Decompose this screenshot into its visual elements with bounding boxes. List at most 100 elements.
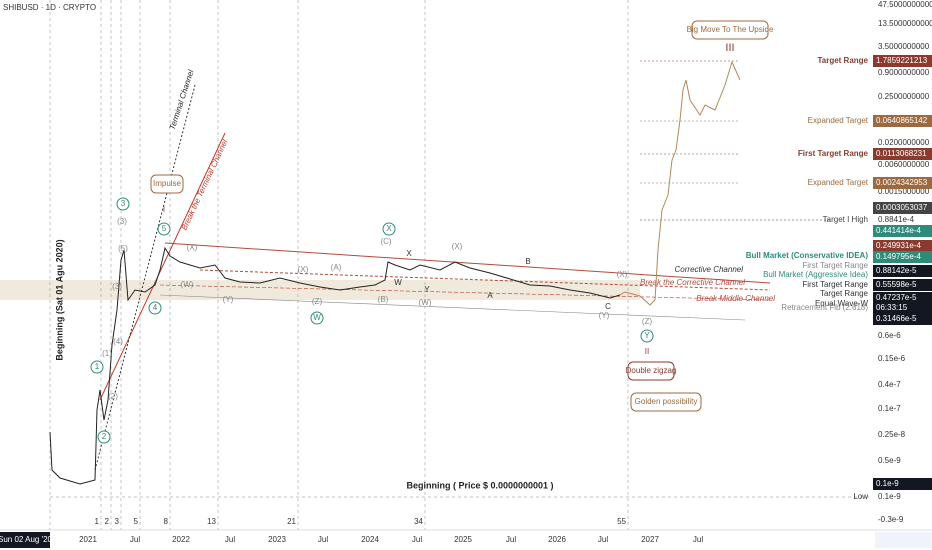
wave-circle-label: 2 <box>102 432 107 441</box>
level-note: Low <box>853 492 868 501</box>
time-label: 2022 <box>172 535 190 544</box>
price-label: 0.6e-6 <box>878 331 901 340</box>
double-zigzag-box <box>627 361 675 381</box>
level-note: Target Range <box>817 56 868 65</box>
golden: Golden possibility <box>635 397 698 406</box>
wave-label: (B) <box>378 295 389 304</box>
fib-count: 21 <box>287 517 296 526</box>
price-badge-label: 0.0113068231 <box>876 149 927 158</box>
golden-box <box>630 392 702 412</box>
wave-label: (Z) <box>642 317 653 326</box>
price-line <box>49 246 621 485</box>
price-badge <box>873 478 932 490</box>
wave-label: (X) <box>187 243 198 252</box>
level-note: Equal Wave-W <box>815 299 869 308</box>
wave-circle-label: 5 <box>162 224 167 233</box>
time-label: Jul <box>225 535 235 544</box>
price-label: -0.3e-9 <box>878 515 904 524</box>
price-label: 0.0015000000 <box>878 187 930 196</box>
price-badge-label: 0.88142e-5 <box>876 266 917 275</box>
price-badge-label: 0.149795e-4 <box>876 252 921 261</box>
wave-circle-label: Y <box>644 331 650 340</box>
wave-label: B <box>525 257 530 266</box>
level-note: Retracement Fib (2.618) <box>781 303 868 312</box>
price-badge <box>873 225 932 237</box>
beginning-date: Beginning (Sat 01 Agu 2020) <box>54 239 64 360</box>
fib-count: 55 <box>617 517 626 526</box>
break-line <box>99 132 226 401</box>
wave-circle-label: 3 <box>121 199 126 208</box>
price-badge <box>873 292 932 304</box>
channel-note: Break the Corrective Channel <box>640 278 745 287</box>
wave-label: (X) <box>452 242 463 251</box>
channel-line <box>164 242 771 284</box>
price-label: 0.9000000000 <box>878 68 930 77</box>
wave-circle-label: 4 <box>153 303 158 312</box>
channel-note: Break Middle Channel <box>696 294 775 303</box>
wave-label: (1) <box>102 349 112 358</box>
time-label: Jul <box>506 535 516 544</box>
channel-note: Corrective Channel <box>675 265 744 274</box>
wave-label: (W) <box>419 298 432 307</box>
price-badge <box>873 251 932 263</box>
beginning-price: Beginning ( Price $ 0.0000000001 ) <box>406 480 553 490</box>
level-note: Expanded Target <box>808 116 869 125</box>
lower-line <box>159 294 746 321</box>
price-label: 47.5000000000 <box>878 0 932 9</box>
wave-circle <box>640 329 654 343</box>
price-badge-label: 06:33:15 <box>876 303 908 312</box>
wave-label: II <box>645 347 649 356</box>
price-label: 0.4e-7 <box>878 380 901 389</box>
corrective-line <box>199 269 771 291</box>
level-note: Bull Market (Conservative IDEA) <box>746 251 869 260</box>
price-badge-label: 1.7859221213 <box>876 56 928 65</box>
price-badge <box>873 279 932 291</box>
wave-label: (C) <box>380 237 391 246</box>
impulse: Impulse <box>153 179 182 188</box>
time-start: Sun 02 Aug '20 <box>0 535 53 544</box>
level-note: Target I High <box>823 215 868 224</box>
time-label: 2021 <box>79 535 97 544</box>
time-label: 2025 <box>454 535 472 544</box>
price-label: 0.1e-9 <box>878 492 901 501</box>
level-note: Bull Market (Aggressive Idea) <box>763 270 868 279</box>
fib-count: 13 <box>207 517 216 526</box>
price-badge <box>873 202 932 214</box>
price-badge <box>873 115 932 127</box>
wave-label: I <box>163 205 165 214</box>
price-label: 0.0060000000 <box>878 160 930 169</box>
level-note: First Target Range <box>802 280 868 289</box>
wave-label: (X) <box>617 270 628 279</box>
wave-label: (X) <box>298 265 309 274</box>
wave-label: (5) <box>118 244 128 253</box>
price-badge <box>873 148 932 160</box>
price-label: 0.0200000000 <box>878 138 930 147</box>
price-badge <box>873 313 932 325</box>
price-badge <box>873 177 932 189</box>
projection-line <box>619 60 741 306</box>
price-badge-label: 0.31466e-5 <box>876 314 917 323</box>
time-label: Jul <box>130 535 140 544</box>
time-label: Jul <box>412 535 422 544</box>
wave-circle <box>116 197 130 211</box>
price-label: 0.8841e-4 <box>878 215 915 224</box>
price-badge-label: 0.0640865142 <box>876 116 928 125</box>
time-label: Jul <box>318 535 328 544</box>
fib-count: 1 <box>95 517 100 526</box>
wave-label: (Z) <box>312 297 323 306</box>
double-zigzag: Double zigzag <box>626 366 677 375</box>
wave-label: A <box>487 291 493 300</box>
time-label: Jul <box>598 535 608 544</box>
price-badge-label: 0.47237e-5 <box>876 293 917 302</box>
drawings <box>49 60 771 485</box>
time-label: 2027 <box>641 535 659 544</box>
wave-label: (3) <box>117 217 127 226</box>
time-label: Jul <box>693 535 703 544</box>
level-note: First Target Range <box>802 261 868 270</box>
fib-count: 8 <box>164 517 169 526</box>
price-label: 0.5e-9 <box>878 456 901 465</box>
wave-iii: III <box>725 42 734 54</box>
axis-corner <box>875 532 932 548</box>
wave-circle <box>310 311 324 325</box>
